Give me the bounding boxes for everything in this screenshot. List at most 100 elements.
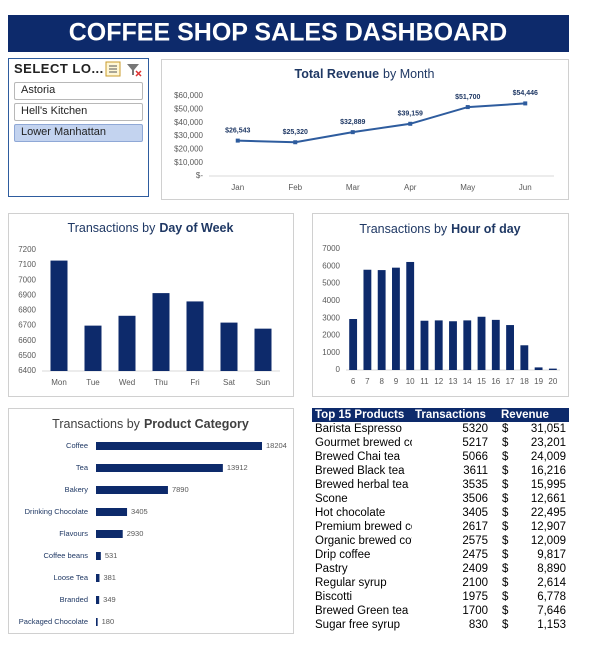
table-row: Sugar free syrup 830 $1,153 <box>312 618 569 632</box>
slicer-item[interactable]: Hell's Kitchen <box>14 103 143 121</box>
currency: $ <box>502 479 509 491</box>
revenue: $24,009 <box>498 450 569 464</box>
x-tick-label: 16 <box>491 377 500 386</box>
category-label: Coffee beans <box>44 551 89 560</box>
data-label: 18204 <box>266 441 287 450</box>
revenue-value: 6,778 <box>537 591 566 603</box>
bar <box>520 345 529 370</box>
y-tick-label: $40,000 <box>174 118 203 127</box>
transactions: 3506 <box>462 493 488 505</box>
bar <box>152 293 170 371</box>
bar <box>118 315 136 371</box>
slicer-item[interactable]: Lower Manhattan <box>14 124 143 142</box>
transactions: 2575 <box>462 535 488 547</box>
revenue: $7,646 <box>498 604 569 618</box>
bar <box>434 320 443 370</box>
table-row: Scone 3506 $12,661 <box>312 492 569 506</box>
transactions: 1975 <box>462 591 488 603</box>
transactions: 5320 <box>462 423 488 435</box>
bar <box>477 316 486 370</box>
point <box>408 121 413 126</box>
category-label: Branded <box>60 595 88 604</box>
revenue-value: 22,495 <box>530 507 566 519</box>
x-tick-label: 10 <box>406 377 415 386</box>
product-name: Regular syrup <box>315 577 387 589</box>
x-tick-label: 9 <box>394 377 399 386</box>
table-row: Hot chocolate 3405 $22,495 <box>312 506 569 520</box>
product-name: Brewed herbal tea <box>315 479 409 491</box>
point <box>235 138 240 143</box>
revenue: $23,201 <box>498 436 569 450</box>
x-tick-label: 13 <box>449 377 458 386</box>
y-tick-label: 5000 <box>322 279 340 288</box>
data-label: 2930 <box>127 529 144 538</box>
product-name: Biscotti <box>315 591 353 603</box>
data-label: $54,446 <box>513 90 538 97</box>
data-label: $25,320 <box>283 129 308 136</box>
bar <box>420 320 429 370</box>
transactions: 3535 <box>462 479 488 491</box>
x-tick-label: 14 <box>463 377 472 386</box>
currency: $ <box>502 577 509 589</box>
transactions: 5217 <box>462 437 488 449</box>
y-tick-label: 6600 <box>18 336 36 345</box>
currency: $ <box>502 507 509 519</box>
x-tick-label: Thu <box>154 378 168 387</box>
x-tick-label: Jun <box>519 183 532 192</box>
table-row: Drip coffee 2475 $9,817 <box>312 548 569 562</box>
point <box>523 101 528 106</box>
currency: $ <box>502 619 509 631</box>
x-tick-label: Tue <box>86 378 100 387</box>
y-tick-label: 6700 <box>18 321 36 330</box>
product-name: Pastry <box>315 563 348 575</box>
title-part: Hour of day <box>451 222 520 236</box>
table-row: Brewed Black tea 3611 $16,216 <box>312 464 569 478</box>
bar <box>463 320 472 370</box>
y-tick-label: $10,000 <box>174 158 203 167</box>
revenue-value: 31,051 <box>530 423 566 435</box>
x-tick-label: Apr <box>404 183 417 192</box>
slicer-item[interactable]: Astoria <box>14 82 143 100</box>
currency: $ <box>502 591 509 603</box>
x-tick-label: 17 <box>506 377 515 386</box>
product-name: Scone <box>315 493 348 505</box>
revenue-value: 1,153 <box>537 619 566 631</box>
x-tick-label: Sat <box>223 378 236 387</box>
revenue-value: 7,646 <box>537 605 566 617</box>
revenue-value: 12,009 <box>530 535 566 547</box>
table-row: Regular syrup 2100 $2,614 <box>312 576 569 590</box>
data-label: 180 <box>102 617 115 626</box>
y-tick-label: $20,000 <box>174 144 203 153</box>
y-tick-label: $60,000 <box>174 91 203 100</box>
chart-title: Transactions by Hour of day <box>359 222 520 236</box>
table-header: Top 15 Products Transactions Revenue <box>312 408 569 422</box>
currency: $ <box>502 549 509 561</box>
y-tick-label: $- <box>196 171 203 180</box>
currency: $ <box>502 423 509 435</box>
y-tick-label: 4000 <box>322 296 340 305</box>
category-label: Coffee <box>66 441 88 450</box>
y-tick-label: 7000 <box>18 275 36 284</box>
revenue: $22,495 <box>498 506 569 520</box>
category-label: Bakery <box>65 485 89 494</box>
transactions: 2100 <box>462 577 488 589</box>
x-tick-label: 12 <box>434 377 443 386</box>
x-tick-label: Feb <box>288 183 302 192</box>
x-tick-label: 7 <box>365 377 370 386</box>
transactions: 3611 <box>463 465 488 477</box>
y-tick-label: 6800 <box>18 306 36 315</box>
slicer-icons[interactable] <box>105 61 145 79</box>
column-header: Revenue <box>498 408 569 422</box>
x-tick-label: May <box>460 183 475 192</box>
x-tick-label: 20 <box>548 377 557 386</box>
title-part: Total Revenue <box>295 67 380 81</box>
products-table: Top 15 Products Transactions Revenue Baris… <box>312 408 569 632</box>
category-label: Drinking Chocolate <box>25 507 88 516</box>
revenue: $9,817 <box>498 548 569 562</box>
y-tick-label: 7100 <box>18 260 36 269</box>
product-name: Brewed Black tea <box>315 465 405 477</box>
revenue-value: 12,907 <box>530 521 566 533</box>
bar <box>96 596 100 604</box>
bar <box>96 530 123 538</box>
